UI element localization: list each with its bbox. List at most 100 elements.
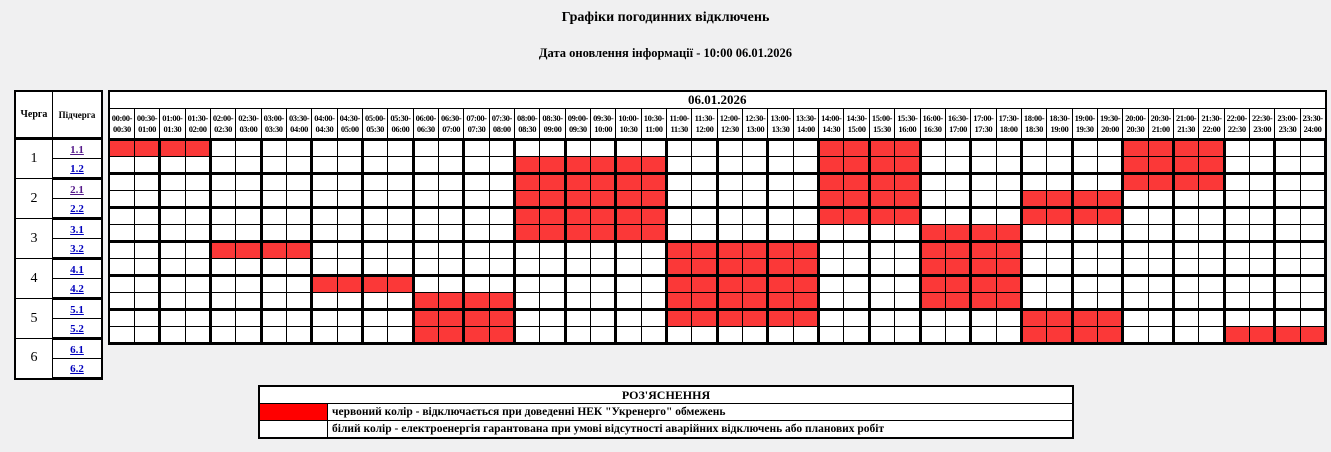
power-on-cell xyxy=(1274,275,1301,293)
queue-table-header-row: Черга Підчерга xyxy=(14,90,103,140)
time-slot-header: 13:30- 14:00 xyxy=(792,108,820,141)
power-on-cell xyxy=(995,190,1023,209)
power-on-cell xyxy=(944,156,973,175)
power-on-cell xyxy=(463,241,490,259)
power-on-cell xyxy=(1071,275,1098,293)
outage-cell xyxy=(463,309,490,327)
outage-cell xyxy=(818,156,845,175)
outage-cell xyxy=(260,241,287,259)
power-on-cell xyxy=(1096,139,1125,157)
outage-cell xyxy=(640,207,669,225)
legend-row: білий колір - електроенергія гарантована… xyxy=(258,420,1074,439)
power-on-cell xyxy=(361,224,389,243)
power-on-cell xyxy=(311,258,338,277)
schedule-row xyxy=(108,326,1328,345)
outage-cell xyxy=(818,139,845,157)
time-slot-header: 22:00- 22:30 xyxy=(1223,108,1250,141)
queue-number: 4 xyxy=(14,258,53,299)
power-on-cell xyxy=(742,207,770,225)
subqueue-link-4.1[interactable]: 4.1 xyxy=(70,264,84,276)
power-on-cell xyxy=(387,207,415,225)
outage-cell xyxy=(209,241,237,259)
power-on-cell xyxy=(1299,309,1328,327)
power-on-cell xyxy=(1248,309,1277,327)
power-on-cell xyxy=(944,207,973,225)
power-on-cell xyxy=(1198,326,1226,345)
power-on-cell xyxy=(108,207,135,225)
subqueue-link-2.1[interactable]: 2.1 xyxy=(70,184,84,196)
subqueue-link-4.2[interactable]: 4.2 xyxy=(70,283,84,295)
power-on-cell xyxy=(463,173,490,191)
power-on-cell xyxy=(311,156,338,175)
power-on-cell xyxy=(1274,156,1301,175)
power-on-cell xyxy=(361,258,389,277)
outage-cell xyxy=(513,190,541,209)
outage-cell xyxy=(1096,207,1125,225)
subqueue-link-3.1[interactable]: 3.1 xyxy=(70,224,84,236)
power-on-cell xyxy=(894,309,922,327)
outage-cell xyxy=(1122,139,1149,157)
power-on-cell xyxy=(1172,224,1200,243)
power-on-cell xyxy=(868,258,896,277)
outage-cell xyxy=(868,207,896,225)
power-on-cell xyxy=(970,190,997,209)
power-on-cell xyxy=(437,156,466,175)
outage-cell xyxy=(970,275,997,293)
outage-cell xyxy=(1248,326,1277,345)
power-on-cell xyxy=(564,275,592,293)
power-on-cell xyxy=(792,207,821,225)
power-on-cell xyxy=(564,139,592,157)
outage-cell xyxy=(488,326,517,345)
subqueue-link-5.2[interactable]: 5.2 xyxy=(70,323,84,335)
power-on-cell xyxy=(260,309,287,327)
power-on-cell xyxy=(640,309,669,327)
subqueue-link-2.2[interactable]: 2.2 xyxy=(70,203,84,215)
subqueue-link-5.1[interactable]: 5.1 xyxy=(70,304,84,316)
power-on-cell xyxy=(1223,224,1250,243)
power-on-cell xyxy=(361,326,389,345)
queue-number: 1 xyxy=(14,138,53,179)
power-on-cell xyxy=(1223,241,1250,259)
power-on-cell xyxy=(1096,241,1125,259)
outage-cell xyxy=(843,207,871,225)
power-on-cell xyxy=(1071,292,1098,311)
power-on-cell xyxy=(1299,258,1328,277)
power-on-cell xyxy=(640,275,669,293)
power-on-cell xyxy=(640,292,669,311)
subqueue-link-3.2[interactable]: 3.2 xyxy=(70,243,84,255)
power-on-cell xyxy=(488,241,517,259)
power-on-cell xyxy=(944,173,973,191)
subqueue-link-6.2[interactable]: 6.2 xyxy=(70,363,84,375)
power-on-cell xyxy=(336,241,364,259)
outage-cell xyxy=(412,309,439,327)
outage-cell xyxy=(843,190,871,209)
outage-cell xyxy=(691,275,719,293)
power-on-cell xyxy=(716,190,744,209)
power-on-cell xyxy=(691,173,719,191)
power-on-cell xyxy=(843,224,871,243)
power-on-cell xyxy=(387,173,415,191)
power-on-cell xyxy=(1198,292,1226,311)
queue-table-row: 2.2 xyxy=(15,198,103,220)
subqueue-link-1.2[interactable]: 1.2 xyxy=(70,163,84,175)
subqueue-link-1.1[interactable]: 1.1 xyxy=(70,144,84,156)
time-slot-header: 07:00- 07:30 xyxy=(463,108,490,141)
power-on-cell xyxy=(1172,326,1200,345)
power-on-cell xyxy=(640,241,669,259)
queue-table: Черга Підчерга 1 1.1 1.2 2 2.1 2.2 3 3.1 3.2 4 4.1… xyxy=(14,90,103,380)
outage-cell xyxy=(944,275,973,293)
outage-cell xyxy=(615,224,642,243)
power-on-cell xyxy=(1223,292,1250,311)
outage-cell xyxy=(818,207,845,225)
power-on-cell xyxy=(235,190,263,209)
time-slot-header: 09:00- 09:30 xyxy=(564,108,592,141)
subqueue-link-6.1[interactable]: 6.1 xyxy=(70,344,84,356)
time-slot-header: 08:30- 09:00 xyxy=(539,108,566,141)
power-on-cell xyxy=(108,190,135,209)
power-on-cell xyxy=(1274,224,1301,243)
power-on-cell xyxy=(1122,275,1149,293)
time-slot-header: 23:00- 23:30 xyxy=(1274,108,1301,141)
outage-cell xyxy=(1147,139,1175,157)
power-on-cell xyxy=(133,326,162,345)
subqueue-cell: 6.1 xyxy=(52,338,103,359)
